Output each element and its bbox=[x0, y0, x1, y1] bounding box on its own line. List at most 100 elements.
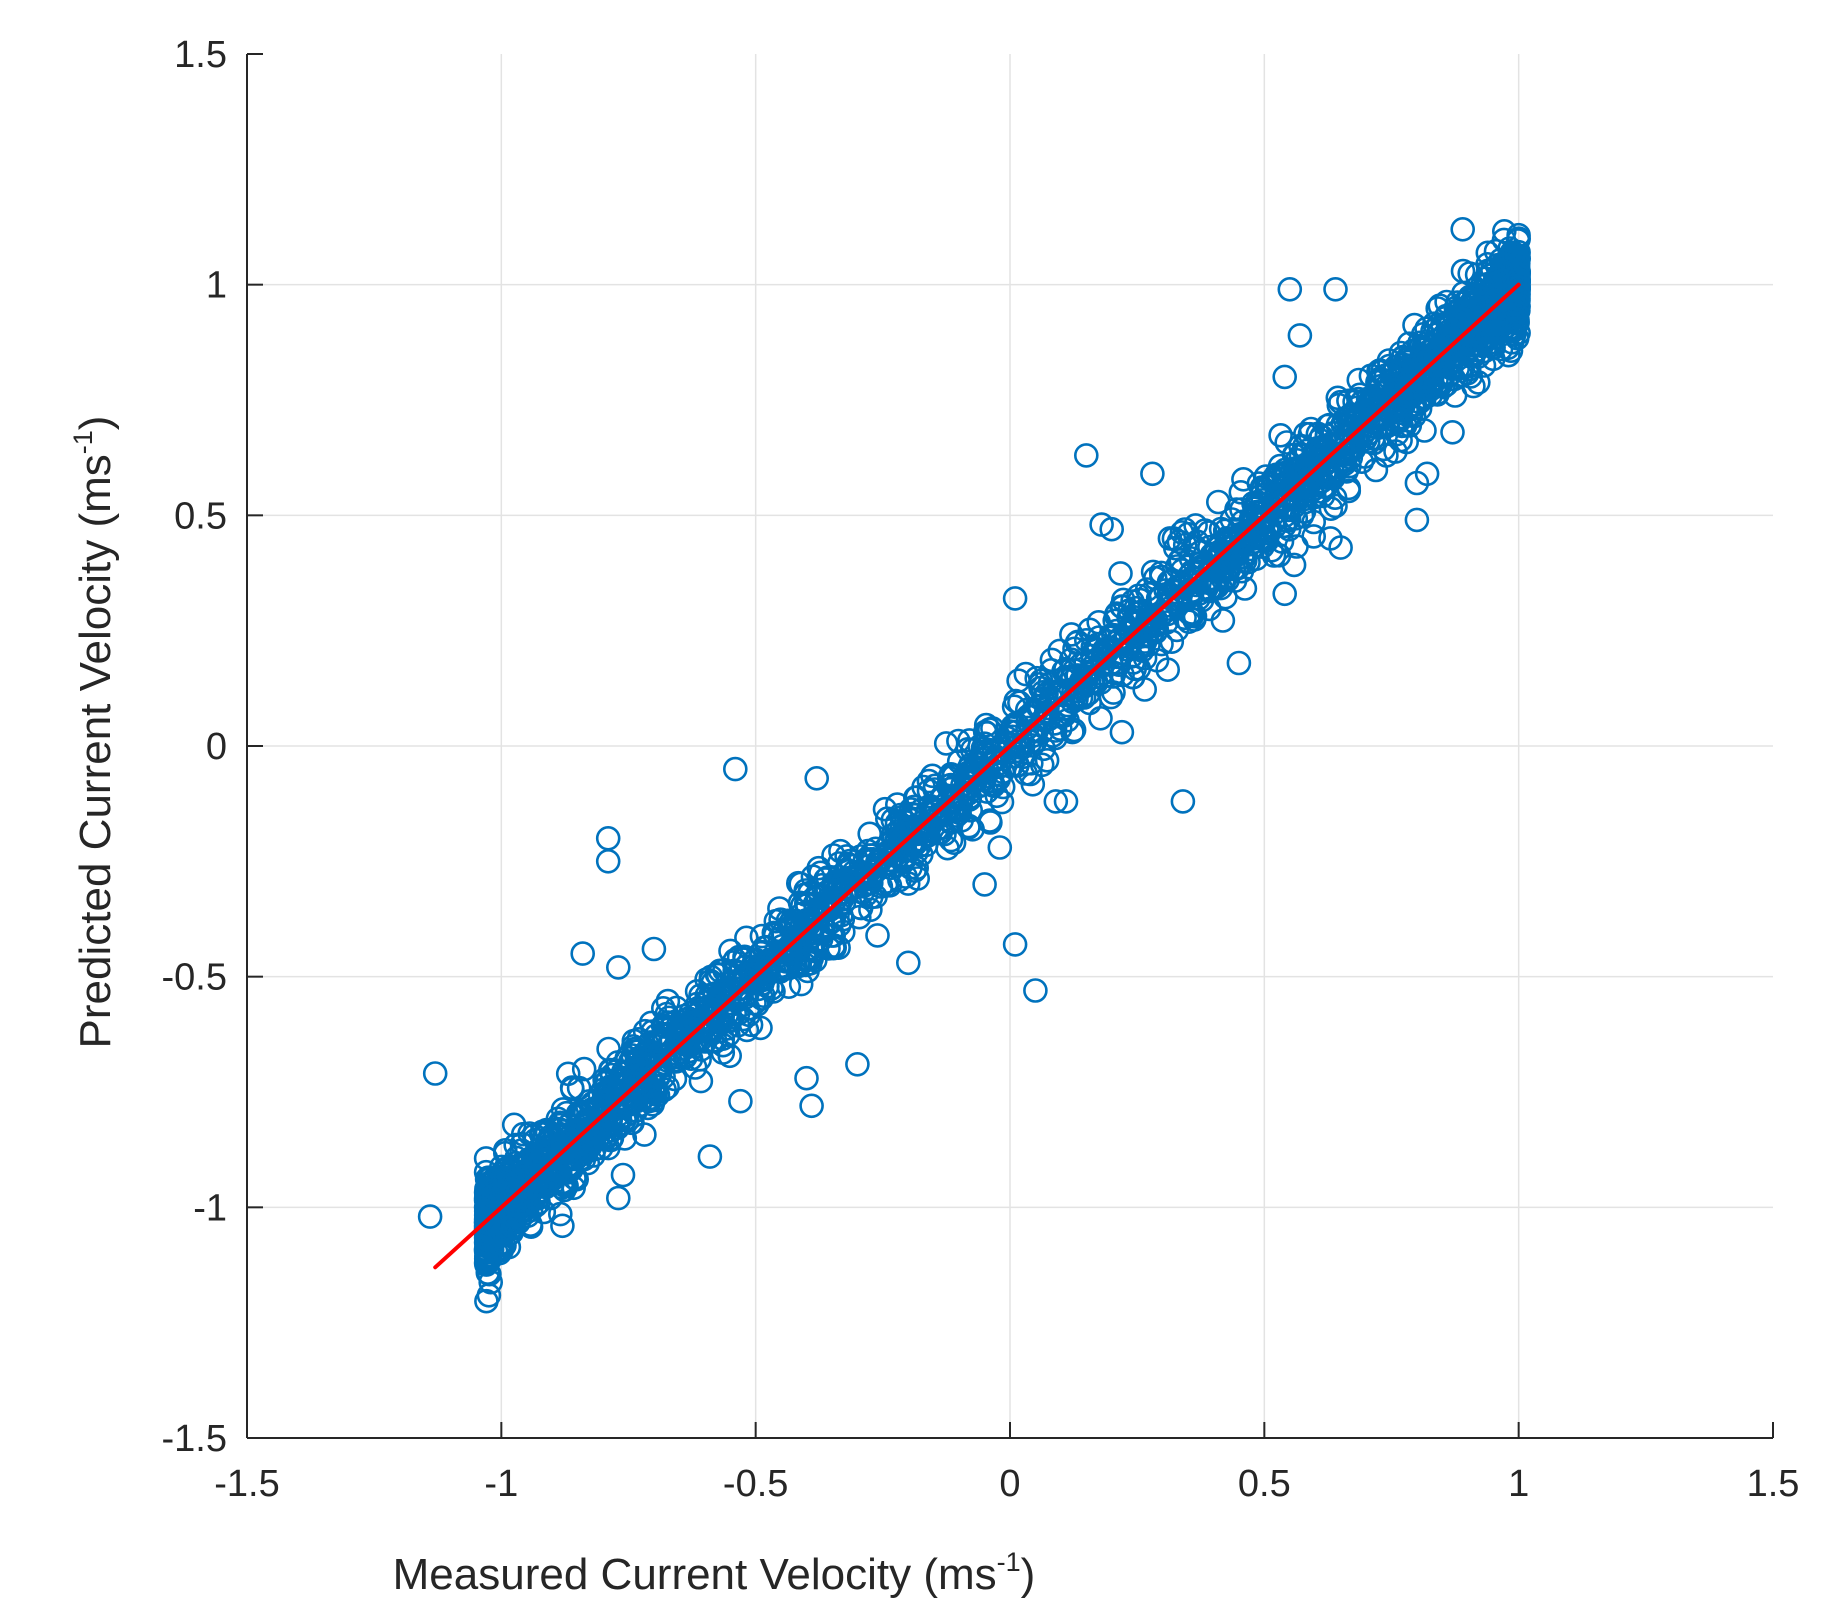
scatter-point bbox=[1206, 489, 1231, 515]
scatter-point bbox=[550, 1139, 575, 1165]
scatter-point bbox=[481, 1175, 506, 1200]
scatter-point bbox=[938, 772, 964, 798]
y-axis-title-main: Predicted Current Velocity (ms bbox=[71, 454, 120, 1048]
scatter-point bbox=[1318, 526, 1343, 551]
scatter-point bbox=[1384, 421, 1410, 447]
scatter-point bbox=[505, 1193, 531, 1219]
scatter-point bbox=[1120, 589, 1145, 614]
x-axis-title: Measured Current Velocity (ms-1) bbox=[393, 1547, 1036, 1599]
scatter-point bbox=[699, 1028, 725, 1054]
scatter-point bbox=[722, 1001, 748, 1026]
scatter-point bbox=[770, 920, 796, 946]
scatter-point bbox=[1208, 516, 1234, 542]
scatter-point bbox=[1272, 364, 1297, 390]
scatter-point bbox=[1415, 339, 1441, 365]
scatter-point bbox=[595, 848, 621, 874]
scatter-point bbox=[865, 923, 890, 948]
scatter-point bbox=[703, 999, 729, 1025]
scatter-point bbox=[1272, 457, 1298, 483]
scatter-point bbox=[898, 855, 923, 880]
scatter-point bbox=[682, 1055, 708, 1080]
scatter-point bbox=[610, 1162, 636, 1188]
scatter-point bbox=[547, 1201, 573, 1227]
scatter-point bbox=[799, 1093, 824, 1119]
scatter-point bbox=[846, 904, 872, 930]
x-axis-title-superscript: -1 bbox=[997, 1547, 1021, 1577]
scatter-point bbox=[570, 941, 596, 966]
scatter-point bbox=[987, 835, 1013, 860]
y-axis-title: Predicted Current Velocity (ms-1) bbox=[68, 416, 120, 1049]
scatter-point bbox=[1451, 307, 1476, 333]
scatter-point bbox=[622, 1039, 648, 1064]
scatter-point bbox=[1101, 622, 1126, 648]
scatter-point bbox=[1242, 496, 1267, 522]
scatter-point bbox=[1157, 526, 1183, 551]
scatter-point bbox=[1506, 267, 1531, 293]
scatter-point bbox=[935, 835, 960, 861]
scatter-point bbox=[1496, 342, 1521, 368]
scatter-point bbox=[481, 1183, 507, 1209]
scatter-point bbox=[1270, 488, 1295, 514]
scatter-point bbox=[996, 735, 1022, 760]
scatter-point bbox=[684, 979, 710, 1004]
scatter-point bbox=[1080, 634, 1106, 660]
scatter-point bbox=[1232, 576, 1258, 601]
y-tick-label: 0.5 bbox=[174, 495, 227, 537]
x-tick-label: -1 bbox=[484, 1463, 518, 1505]
scatter-point bbox=[768, 907, 793, 933]
scatter-point bbox=[972, 872, 997, 897]
scatter-point bbox=[973, 712, 999, 738]
scatter-point bbox=[788, 971, 814, 997]
scatter-point bbox=[638, 1010, 664, 1036]
scatter-point bbox=[422, 1061, 448, 1086]
scatter-point bbox=[517, 1121, 542, 1146]
scatter-point bbox=[1440, 419, 1465, 445]
scatter-point bbox=[1286, 465, 1312, 490]
scatter-point bbox=[572, 1124, 598, 1149]
scatter-point bbox=[1208, 575, 1234, 601]
scatter-point bbox=[830, 919, 856, 945]
scatter-point bbox=[827, 882, 852, 907]
scatter-point bbox=[881, 837, 907, 863]
scatter-point bbox=[567, 1142, 593, 1168]
scatter-point bbox=[1135, 607, 1160, 632]
y-tick-label: -1.5 bbox=[162, 1418, 227, 1460]
scatter-point bbox=[1450, 217, 1475, 242]
scatter-point bbox=[1043, 789, 1069, 814]
scatter-point bbox=[1180, 602, 1205, 628]
scatter-point bbox=[1414, 461, 1440, 487]
scatter-point bbox=[1023, 978, 1048, 1003]
scatter-point bbox=[725, 1013, 751, 1038]
scatter-point bbox=[794, 1065, 819, 1091]
scatter-point bbox=[1498, 280, 1524, 306]
scatter-point bbox=[1242, 515, 1268, 541]
scatter-point bbox=[1402, 312, 1427, 338]
scatter-point bbox=[821, 843, 846, 868]
scatter-point bbox=[641, 936, 667, 962]
scatter-point bbox=[826, 935, 851, 961]
scatter-point bbox=[946, 728, 971, 754]
y-tick-label: 1 bbox=[206, 265, 227, 307]
scatter-point bbox=[1231, 466, 1256, 492]
scatter-point bbox=[767, 940, 793, 965]
scatter-point bbox=[825, 893, 851, 919]
scatter-point bbox=[727, 960, 753, 986]
scatter-point bbox=[1098, 684, 1124, 710]
scatter-point bbox=[1318, 496, 1344, 522]
scatter-point bbox=[1053, 789, 1079, 814]
scatter-point bbox=[1384, 378, 1409, 404]
scatter-point bbox=[1424, 348, 1450, 374]
scatter-point bbox=[1374, 443, 1399, 468]
scatter-point bbox=[685, 995, 711, 1021]
scatter-point bbox=[1277, 276, 1303, 302]
scatter-point bbox=[960, 816, 985, 842]
scatter-point bbox=[1491, 315, 1517, 341]
scatter-point bbox=[722, 756, 748, 782]
scatter-point bbox=[1495, 335, 1521, 361]
scatter-point bbox=[923, 799, 949, 824]
scatter-point bbox=[1109, 719, 1135, 745]
y-axis-title-close: ) bbox=[71, 416, 120, 431]
scatter-point bbox=[1140, 461, 1165, 487]
scatter-point bbox=[651, 1064, 676, 1090]
